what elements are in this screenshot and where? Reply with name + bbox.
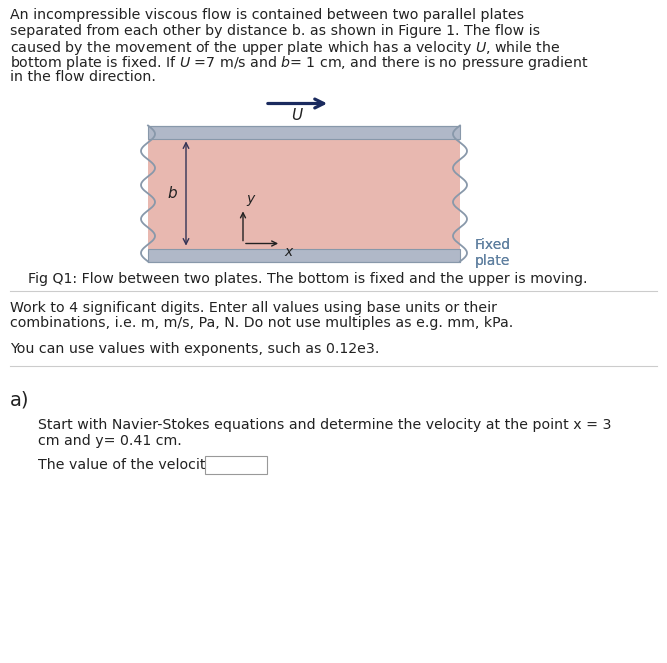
Bar <box>205 455 267 473</box>
Text: The value of the velocity is: The value of the velocity is <box>38 457 230 471</box>
Text: $\it{b}$: $\it{b}$ <box>167 186 178 202</box>
Text: a): a) <box>10 391 29 410</box>
Text: Work to 4 significant digits. Enter all values using base units or their: Work to 4 significant digits. Enter all … <box>10 301 497 315</box>
Text: $\it{U}$: $\it{U}$ <box>291 107 304 123</box>
Text: An incompressible viscous flow is contained between two parallel plates: An incompressible viscous flow is contai… <box>10 8 524 22</box>
Text: $\it{y}$: $\it{y}$ <box>246 192 257 208</box>
Text: Fixed
plate: Fixed plate <box>475 238 511 268</box>
Text: Fig Q1: Flow between two plates. The bottom is fixed and the upper is moving.: Fig Q1: Flow between two plates. The bot… <box>28 272 588 286</box>
Text: You can use values with exponents, such as 0.12e3.: You can use values with exponents, such … <box>10 342 380 356</box>
Bar <box>148 139 460 249</box>
Text: separated from each other by distance b. as shown in Figure 1. The flow is: separated from each other by distance b.… <box>10 23 540 38</box>
Text: combinations, i.e. m, m/s, Pa, N. Do not use multiples as e.g. mm, kPa.: combinations, i.e. m, m/s, Pa, N. Do not… <box>10 316 513 330</box>
Text: caused by the movement of the upper plate which has a velocity $\it{U}$, while t: caused by the movement of the upper plat… <box>10 39 560 57</box>
Text: in the flow direction.: in the flow direction. <box>10 70 156 84</box>
Text: $\it{x}$: $\it{x}$ <box>284 245 295 259</box>
Text: cm and y= 0.41 cm.: cm and y= 0.41 cm. <box>38 434 181 448</box>
Bar <box>148 249 460 261</box>
Text: bottom plate is fixed. If $\it{U}$ =7 m/s and $\it{b}$= 1 cm, and there is no pr: bottom plate is fixed. If $\it{U}$ =7 m/… <box>10 54 588 72</box>
Bar <box>148 125 460 139</box>
Text: Fixed
plate: Fixed plate <box>475 238 511 268</box>
Text: Start with Navier-Stokes equations and determine the velocity at the point x = 3: Start with Navier-Stokes equations and d… <box>38 418 612 432</box>
